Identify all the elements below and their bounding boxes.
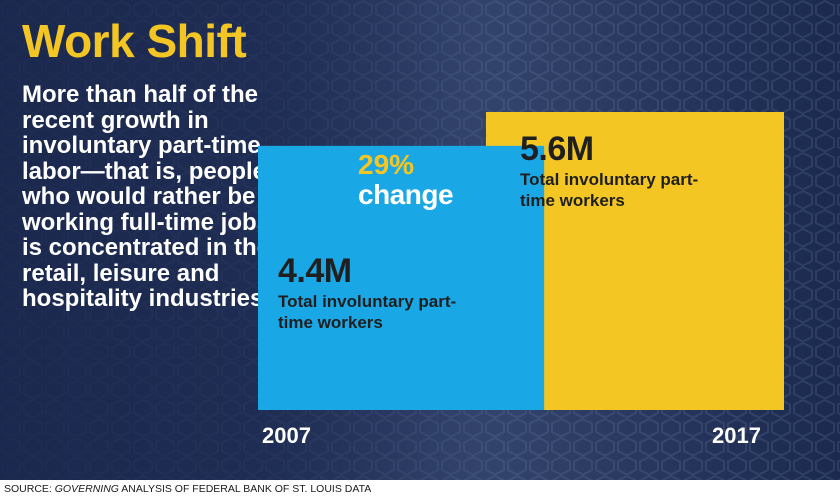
source-note: SOURCE: GOVERNING ANALYSIS OF FEDERAL BA… bbox=[4, 483, 371, 495]
change-word: change bbox=[358, 179, 454, 210]
bar-2007-text: 4.4M Total involuntary part-time workers bbox=[278, 252, 468, 333]
bar-2017-text: 5.6M Total involuntary part-time workers bbox=[520, 130, 710, 211]
source-prefix: SOURCE: bbox=[4, 483, 55, 495]
description-text: More than half of the recent growth in i… bbox=[22, 81, 295, 312]
bar-2007 bbox=[258, 145, 545, 410]
source-rest: ANALYSIS OF FEDERAL BANK OF ST. LOUIS DA… bbox=[118, 483, 372, 495]
value-label-2007: 4.4M bbox=[278, 252, 352, 290]
infographic: Work Shift More than half of the recent … bbox=[0, 0, 840, 480]
change-annotation: 29% change bbox=[358, 150, 468, 210]
category-label-2007: 2007 bbox=[262, 423, 311, 448]
bar-label-2017: Total involuntary part-time workers bbox=[520, 170, 699, 210]
page-title: Work Shift bbox=[22, 15, 247, 67]
category-label-2017: 2017 bbox=[712, 423, 761, 448]
source-publication: GOVERNING bbox=[54, 483, 119, 495]
change-percent: 29% bbox=[358, 149, 415, 180]
bar-chart bbox=[258, 112, 784, 410]
bar-label-2007: Total involuntary part-time workers bbox=[278, 292, 457, 332]
value-label-2017: 5.6M bbox=[520, 130, 594, 168]
